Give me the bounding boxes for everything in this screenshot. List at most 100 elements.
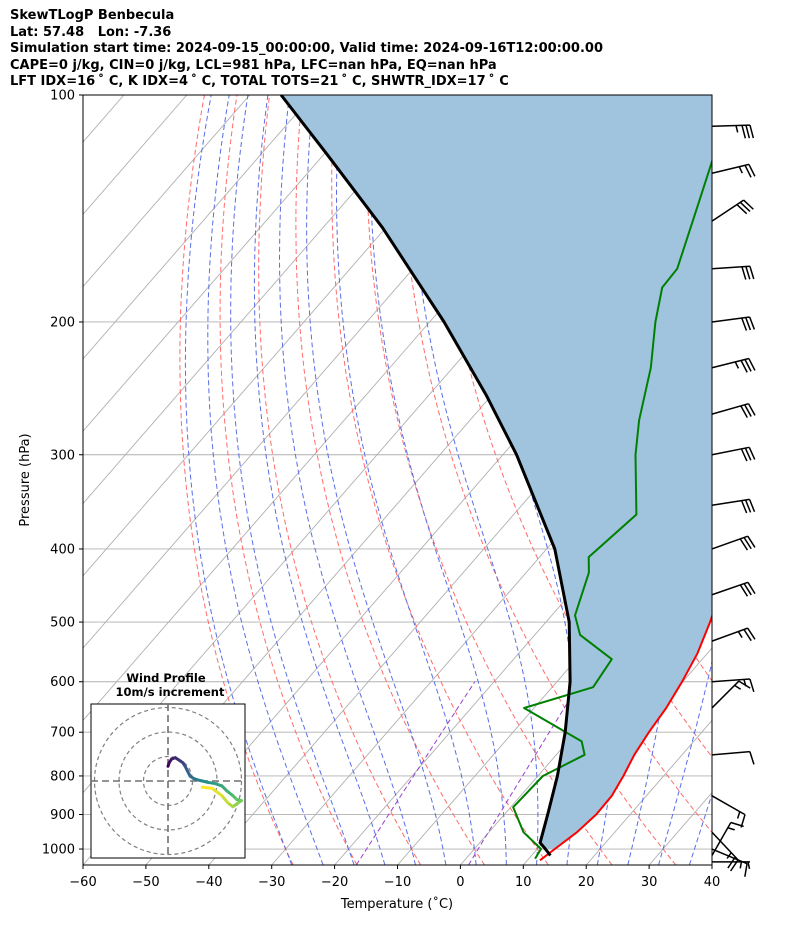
hodograph-segment [220,794,230,805]
axes: −60 −50 −40 −30 −20 −10 0 10 20 30 40 1000 900 800 700… [42,89,720,891]
x-tick-label: 40 [704,875,721,890]
wind-barb [711,821,744,856]
barb-feather [743,583,752,596]
parcel-profile [279,95,572,857]
isotherm-line [775,95,794,865]
barb-feather [748,164,756,177]
barb-feather [745,125,751,139]
cin-area [281,95,712,849]
x-tick-label: −60 [69,875,96,890]
dry-adiabat [331,95,549,865]
moist-adiabat [184,95,293,865]
barb-shaft [711,316,750,323]
hodograph-subtitle: 10m/s increment [116,685,225,699]
dry-adiabat [258,95,422,865]
y-tick-label: 700 [50,726,75,741]
y-tick-label: 900 [50,808,75,823]
wind-barb [711,446,756,462]
barb-feather [747,535,756,548]
moist-adiabat [369,95,507,865]
wind-barb [711,498,756,514]
barb-half-feather [734,361,740,369]
barb-feather [736,203,748,215]
barb-feather [740,360,748,373]
barb-feather [747,627,756,640]
barb-shaft [711,535,749,550]
barb-shaft [711,446,750,456]
mixing-ratio-line [355,681,476,865]
x-tick-label: 20 [578,875,595,890]
barb-feather [744,359,752,372]
wind-barb [711,627,756,642]
x-tick-label: −30 [258,875,285,890]
stability-indices: LFT IDX=16 ˚ C, K IDX=4 ˚ C, TOTAL TOTS=… [10,74,509,89]
dry-adiabat [399,95,677,865]
barb-half-feather [734,684,742,690]
wind-barb [711,795,746,828]
isotherm-line [83,95,313,360]
barb-feather [747,581,756,595]
barb-feather [744,863,748,877]
barb-feather [749,751,755,765]
moist-adiabat [658,95,712,865]
barb-feather [739,538,749,551]
barb-shaft [711,680,740,709]
barb-feather [740,500,748,514]
barb-shaft [711,124,751,127]
wind-barb [711,581,756,597]
mixing-ratio-line [468,681,581,865]
hodograph-trace [166,756,243,809]
barb-feather [745,266,751,280]
dry-adiabat [219,95,358,865]
barb-feather [743,199,754,210]
wind-barb [711,750,755,765]
simulation-time: Simulation start time: 2024-09-15_00:00:… [10,41,603,56]
dry-adiabat [179,95,294,865]
barb-shaft [711,498,750,506]
y-tick-label: 800 [50,769,75,784]
barb-feather [739,584,749,597]
barb-shaft [711,402,749,415]
wind-barb [711,848,748,877]
barb-shaft [711,831,739,861]
barb-feather [748,358,756,371]
y-tick-label: 500 [50,616,75,631]
barb-feather [741,317,748,331]
barb-feather [744,499,752,513]
barb-half-feather [747,861,751,870]
x-tick-label: 0 [456,875,464,890]
barb-feather [738,680,751,689]
barb-feather [743,537,752,550]
barb-shaft [711,678,750,683]
hodograph-rings [91,704,245,858]
barb-feather [747,403,756,416]
hodograph-segment [200,785,214,790]
wind-barb [711,265,755,280]
chart-title: SkewTLogP Benbecula [10,8,175,23]
x-tick-label: −10 [384,875,411,890]
isotherm-line [585,719,712,865]
barb-feather [740,405,748,418]
hodograph-inset: Wind Profile 10m/s increment [90,671,246,859]
convective-parameters: CAPE=0 j/kg, CIN=0 j/kg, LCL=981 hPa, LF… [10,57,497,73]
y-tick-label: 300 [50,448,75,463]
y-tick-label: 600 [50,675,75,690]
wind-barb [711,680,751,709]
barb-shaft [711,627,748,642]
hodograph-segment [210,786,224,798]
x-tick-label: −20 [321,875,348,890]
isotherm-line [711,864,712,865]
barb-shaft [711,795,746,816]
wind-barb [711,357,756,373]
wind-barb [711,199,754,222]
wind-barb [711,163,756,178]
barb-feather [749,266,755,280]
barb-feather [740,448,748,462]
isotherm-line [397,502,712,865]
profile-lines [279,95,712,862]
y-axis-label: Pressure (hPa) [18,433,33,526]
isotherm-line [83,95,376,432]
barb-half-feather [727,827,735,831]
barb-half-feather [737,631,743,639]
moist-adiabat [688,792,712,865]
